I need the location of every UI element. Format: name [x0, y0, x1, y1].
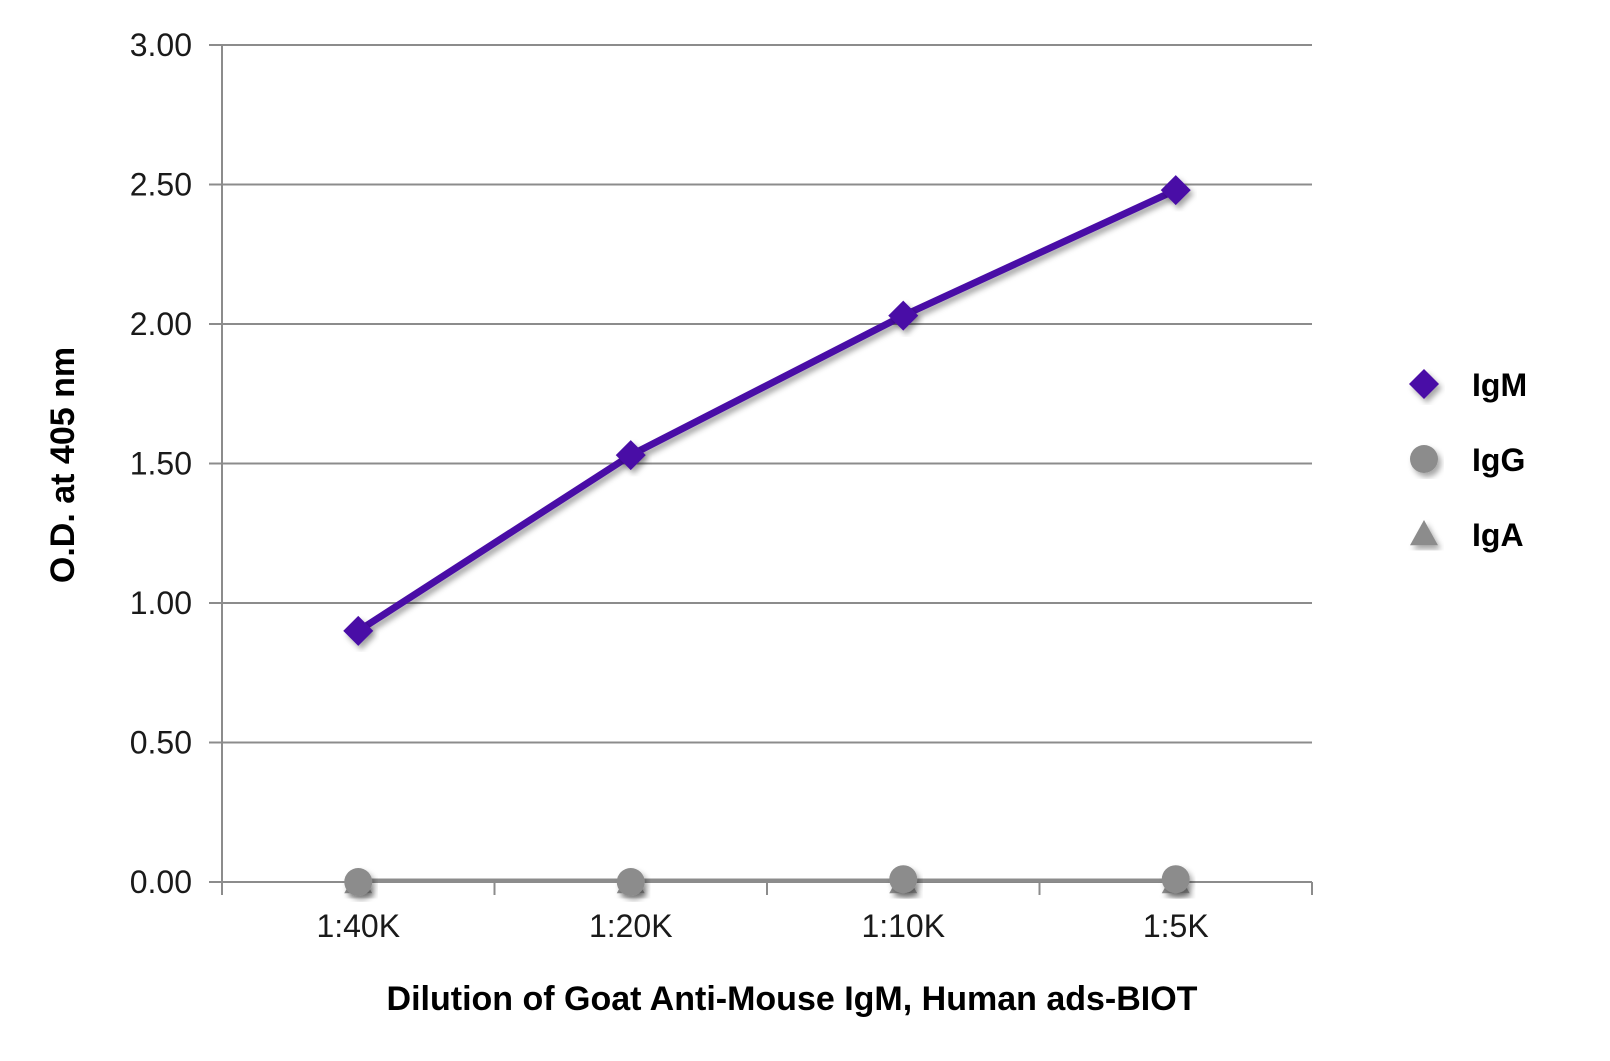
x-axis-title: Dilution of Goat Anti-Mouse IgM, Human a… — [387, 980, 1198, 1018]
data-point-igm — [343, 615, 374, 646]
series-line-igg — [358, 875, 1176, 886]
data-point-igg — [344, 868, 373, 896]
legend-swatch-marker — [1410, 445, 1438, 473]
data-point-igm — [888, 300, 919, 331]
legend: IgM IgG IgA — [1383, 367, 1527, 553]
y-tick-label: 0.50 — [130, 725, 192, 761]
legend-item-iga: IgA — [1383, 517, 1524, 553]
y-tick-label: 2.50 — [130, 167, 192, 203]
gridlines — [222, 44, 1312, 744]
legend-swatch-marker — [1410, 520, 1438, 546]
legend-item-igm: IgM — [1383, 367, 1527, 403]
x-tick-label: 1:40K — [316, 908, 400, 944]
data-point-igg — [616, 868, 645, 896]
y-tick-label: 1.00 — [130, 585, 192, 621]
series-lines — [356, 186, 1178, 886]
legend-label: IgM — [1472, 367, 1527, 403]
legend-swatch-marker — [1409, 369, 1439, 399]
y-tick-label: 0.00 — [130, 864, 192, 900]
axes: 0.00 0.50 1.00 1.50 2.00 2.50 3.00 1:40K 1:20K 1:… — [130, 27, 1313, 944]
data-point-igg — [889, 865, 918, 894]
data-point-igg — [1161, 865, 1190, 894]
legend-item-igg: IgG — [1383, 442, 1525, 478]
y-axis-title: O.D. at 405 nm — [44, 347, 82, 583]
data-point-igm — [1160, 175, 1191, 206]
series-markers — [343, 175, 1191, 896]
x-tick-label: 1:5K — [1143, 908, 1209, 944]
y-tick-label: 3.00 — [130, 27, 192, 63]
series-line-igm — [356, 186, 1178, 634]
legend-label: IgA — [1472, 517, 1524, 553]
x-tick-label: 1:10K — [861, 908, 945, 944]
data-point-igm — [615, 440, 646, 471]
y-tick-label: 2.00 — [130, 306, 192, 342]
legend-label: IgG — [1472, 442, 1525, 478]
y-tick-label: 1.50 — [130, 446, 192, 482]
x-tick-label: 1:20K — [589, 908, 673, 944]
